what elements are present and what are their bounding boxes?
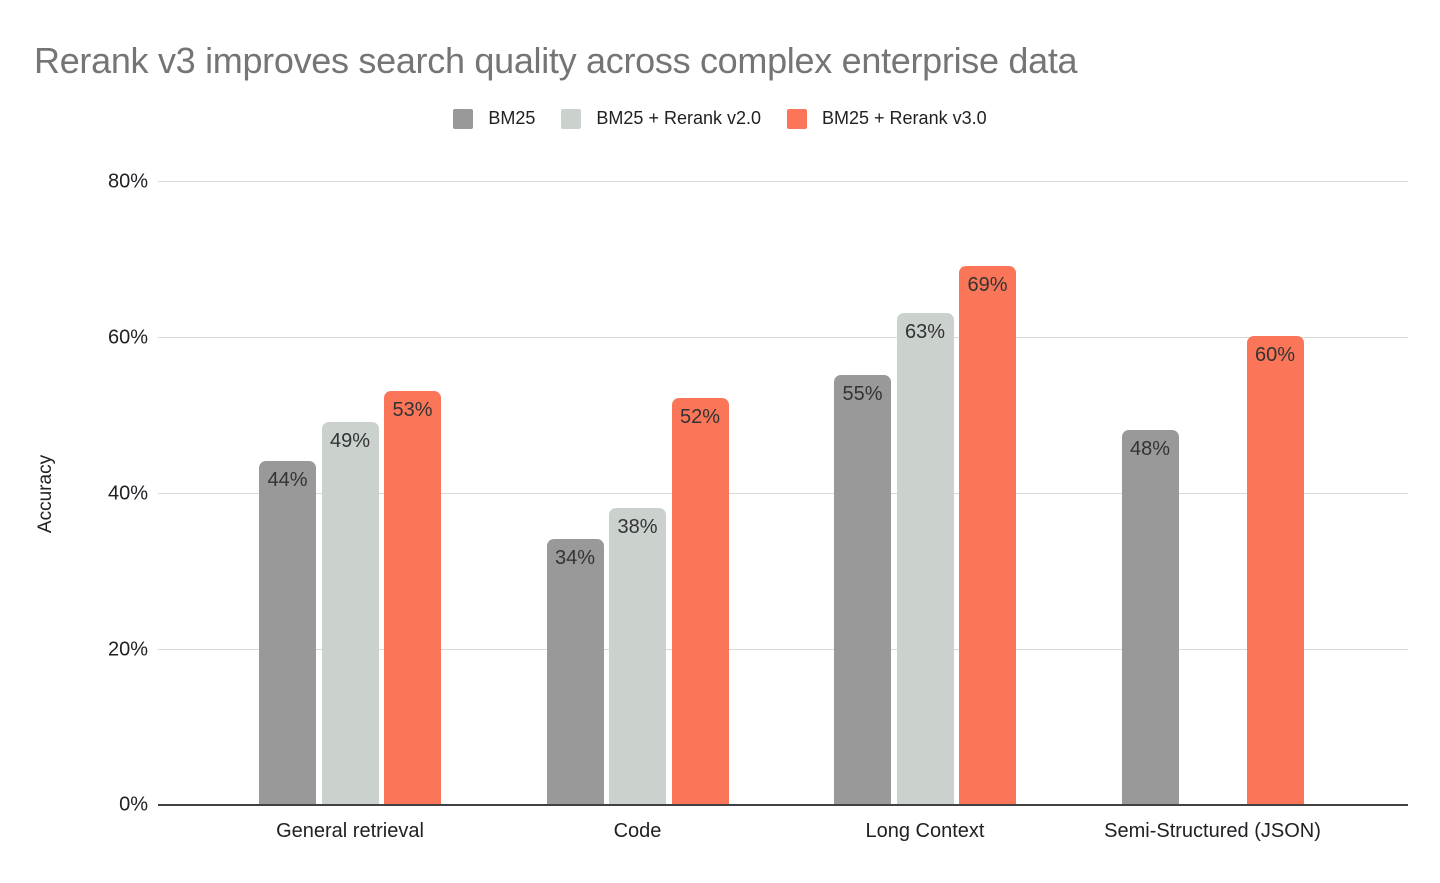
gridline	[158, 493, 1408, 494]
chart-title: Rerank v3 improves search quality across…	[34, 40, 1078, 81]
bar: 52%	[671, 398, 729, 804]
chart-legend: BM25 BM25 + Rerank v2.0 BM25 + Rerank v3.0	[0, 108, 1440, 129]
gridline	[158, 181, 1408, 182]
legend-color-swatch-icon	[453, 108, 474, 129]
bar: 44%	[259, 460, 316, 804]
legend-color-swatch-icon	[787, 108, 808, 129]
legend-label: BM25	[488, 108, 536, 128]
y-axis-tick-label: 60%	[107, 326, 148, 349]
x-axis-category-label: Semi-Structured (JSON)	[1104, 820, 1321, 842]
bar-value-label: 53%	[392, 398, 433, 421]
x-axis-category-label: Long Context	[865, 820, 985, 842]
x-axis-line	[158, 804, 1408, 806]
bar-value-label: 34%	[554, 546, 596, 569]
bar-group: 48% 60%	[1121, 182, 1304, 804]
legend-item: BM25 + Rerank v2.0	[561, 108, 761, 129]
bar-value-label: 38%	[617, 515, 658, 538]
bar-value-label: 49%	[329, 429, 371, 452]
y-axis-tick-label: 40%	[107, 482, 148, 505]
bar: 69%	[959, 265, 1016, 804]
legend-label: BM25 + Rerank v3.0	[822, 108, 987, 128]
bar: 53%	[384, 390, 441, 804]
plot-area: Accuracy 0% 20% 40% 60% 80% 44% 49% 53% General …	[35, 171, 1408, 842]
bar: 49%	[321, 421, 379, 804]
bar-value-label: 48%	[1129, 437, 1171, 460]
legend-item: BM25 + Rerank v3.0	[787, 108, 987, 129]
bar-value-label: 63%	[904, 320, 946, 343]
y-axis-tick-label: 80%	[107, 170, 148, 193]
bar: 55%	[834, 375, 891, 804]
bar: 60%	[1246, 336, 1304, 804]
bar: 48%	[1121, 429, 1179, 804]
gridline	[158, 337, 1408, 338]
y-axis-tick-label: 20%	[107, 638, 148, 661]
bar-group: 34% 38% 52%	[546, 182, 729, 804]
bar: 34%	[546, 538, 604, 804]
y-axis-title-text: Accuracy	[35, 454, 56, 534]
bar-value-label: 44%	[267, 468, 308, 491]
legend-label: BM25 + Rerank v2.0	[596, 108, 762, 128]
bar-value-label: 60%	[1254, 344, 1296, 366]
bar-group: 44% 49% 53%	[259, 182, 441, 804]
bar-value-label: 55%	[842, 383, 883, 405]
bar-value-label: 69%	[967, 273, 1008, 296]
bar-group: 55% 63% 69%	[834, 182, 1016, 804]
x-axis-category-label: Code	[613, 820, 662, 842]
bar: 63%	[896, 312, 954, 804]
gridline	[158, 649, 1408, 650]
bar: 38%	[609, 507, 666, 804]
x-axis-category-label: General retrieval	[276, 820, 424, 842]
y-axis-tick-label: 0%	[119, 793, 148, 816]
bar-value-label: 52%	[679, 406, 721, 429]
legend-color-swatch-icon	[561, 108, 582, 129]
legend-item: BM25	[453, 108, 535, 129]
